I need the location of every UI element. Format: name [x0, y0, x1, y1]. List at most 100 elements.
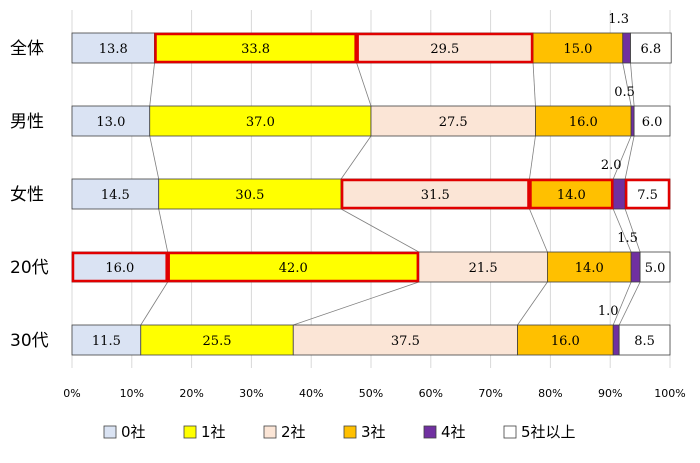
data-label: 1.3	[608, 12, 629, 27]
bar-segment	[630, 251, 641, 283]
bar-segment	[630, 105, 635, 137]
category-label: 30代	[10, 331, 49, 351]
highlight-box	[154, 32, 357, 64]
x-tick-label: 40%	[299, 387, 323, 400]
connector-line	[612, 281, 632, 326]
x-tick-label: 90%	[598, 387, 622, 400]
legend-swatch	[503, 425, 517, 439]
x-tick-label: 20%	[179, 387, 203, 400]
legend-swatch	[103, 425, 117, 439]
connector-line	[624, 135, 635, 180]
data-label: 30.5	[235, 188, 264, 203]
data-label: 7.5	[637, 188, 658, 203]
legend-swatch	[263, 425, 277, 439]
connector-line	[529, 135, 536, 180]
category-label: 全体	[10, 39, 44, 59]
connector-line	[149, 62, 155, 107]
x-tick-label: 0%	[63, 387, 80, 400]
legend-label: 5社以上	[521, 423, 576, 441]
data-label: 13.8	[99, 42, 128, 57]
x-axis-ticks: 0% 10% 20% 30% 40% 50% 60% 70% 80% 90% 100%	[63, 387, 685, 400]
bar-segment	[535, 105, 632, 137]
data-label: 27.5	[439, 115, 468, 130]
connector-line	[340, 135, 372, 180]
x-tick-label: 30%	[239, 387, 263, 400]
highlight-box	[71, 251, 168, 283]
bar-segment	[140, 324, 294, 356]
data-label: 16.0	[569, 115, 598, 130]
legend-swatch	[423, 425, 437, 439]
data-label: 21.5	[469, 261, 498, 276]
bar-segment	[71, 324, 142, 356]
highlight-box	[167, 251, 420, 283]
bar-segment	[612, 324, 620, 356]
data-label: 14.0	[575, 261, 604, 276]
x-tick-label: 80%	[538, 387, 562, 400]
data-label: 16.0	[551, 334, 580, 349]
data-label: 37.5	[391, 334, 420, 349]
category-label: 男性	[10, 112, 44, 132]
bar-segment	[71, 178, 160, 210]
legend-label: 1社	[201, 423, 226, 441]
bar-segment	[639, 251, 671, 283]
x-tick-label: 60%	[419, 387, 443, 400]
highlight-box	[356, 32, 534, 64]
data-label: 14.0	[557, 188, 586, 203]
bars	[71, 32, 672, 356]
data-label: 1.0	[598, 304, 619, 319]
data-label: 29.5	[430, 42, 459, 57]
connector-line	[622, 62, 632, 107]
bar-segment	[618, 324, 671, 356]
data-label: 8.5	[634, 334, 655, 349]
bar-segment	[71, 105, 151, 137]
data-label: 42.0	[279, 261, 308, 276]
legend-swatch	[343, 425, 357, 439]
bar-segment	[547, 251, 632, 283]
x-tick-label: 10%	[120, 387, 144, 400]
connector-line	[529, 208, 548, 253]
x-tick-label: 100%	[654, 387, 685, 400]
connector-line	[612, 135, 632, 180]
highlight-boxes	[71, 32, 671, 283]
bar-segment	[612, 178, 626, 210]
data-label: 14.5	[101, 188, 130, 203]
connector-line	[293, 281, 419, 326]
data-label: 2.0	[601, 158, 622, 173]
bar-segment	[630, 32, 672, 64]
data-label: 5.0	[645, 261, 666, 276]
x-tick-label: 50%	[359, 387, 383, 400]
bar-segment	[158, 178, 342, 210]
data-label: 25.5	[203, 334, 232, 349]
connector-line	[630, 62, 635, 107]
connector-line	[612, 208, 632, 253]
connector-line	[140, 281, 169, 326]
connector-line	[149, 135, 160, 180]
category-label: 女性	[10, 185, 44, 205]
connector-line	[340, 208, 420, 253]
bar-segment	[292, 324, 518, 356]
bar-segment	[622, 32, 631, 64]
bar-segment	[370, 105, 536, 137]
legend-swatch	[183, 425, 197, 439]
x-tick-label: 70%	[478, 387, 502, 400]
series-connector-lines	[140, 62, 641, 326]
data-label: 31.5	[421, 188, 450, 203]
connector-line	[517, 281, 548, 326]
bar-segment	[149, 105, 372, 137]
data-label: 13.0	[96, 115, 125, 130]
data-labels: 13.8 33.8 29.5 15.0 1.3 6.8 13.0 37.0 27.5 16.0 0.…	[92, 12, 665, 349]
bar-segment	[356, 32, 534, 64]
highlight-box	[529, 178, 614, 210]
legend-label: 4社	[441, 423, 466, 441]
bar-segment	[71, 32, 155, 64]
legend: 0社 1社 2社 3社 4社 5社以上	[103, 423, 576, 441]
data-label: 11.5	[92, 334, 121, 349]
data-label: 1.5	[617, 231, 638, 246]
data-label: 0.5	[614, 85, 635, 100]
legend-label: 2社	[281, 423, 306, 441]
category-label: 20代	[10, 258, 49, 278]
connector-line	[158, 208, 169, 253]
